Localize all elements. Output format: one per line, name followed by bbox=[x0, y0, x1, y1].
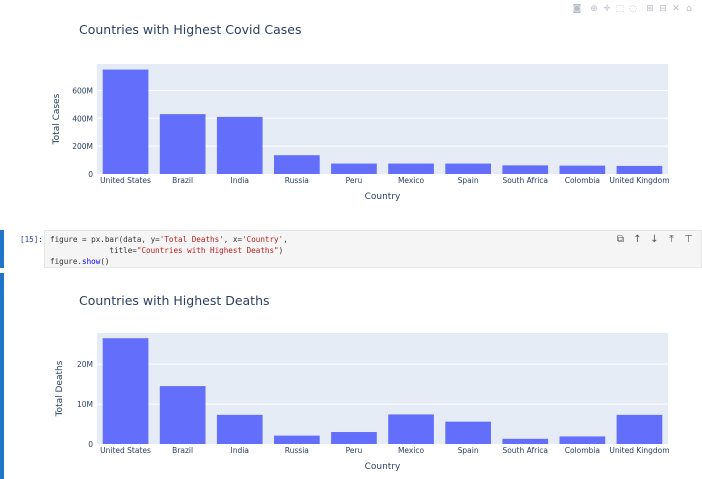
copy-icon[interactable]: ⧉ bbox=[616, 234, 625, 245]
camera-icon[interactable]: ◙ bbox=[572, 4, 582, 14]
zoom-in-icon[interactable]: ⊞ bbox=[646, 4, 654, 14]
x-axis-label: Country bbox=[365, 462, 401, 472]
plot-modebar: ◙ ⊕ ✛ ⬚ ◌ ⊞ ⊟ ✕ ⌂ bbox=[572, 4, 694, 14]
pan-icon[interactable]: ✛ bbox=[603, 4, 611, 14]
x-tick-label: India bbox=[231, 176, 249, 185]
move-down-icon[interactable]: ↓ bbox=[650, 234, 659, 245]
y-axis-label: Total Cases bbox=[52, 93, 62, 145]
x-tick-label: Colombia bbox=[565, 176, 600, 185]
code-string: 'Country' bbox=[242, 235, 284, 244]
code-function: show bbox=[82, 257, 101, 266]
x-tick-label: South Africa bbox=[502, 446, 548, 455]
code-text: title= bbox=[50, 246, 137, 255]
code-text: , x= bbox=[223, 235, 243, 244]
x-tick-label: India bbox=[231, 446, 249, 455]
bar[interactable] bbox=[216, 414, 263, 444]
chart1-svg[interactable]: 0 200M 400M 600M United States Brazil India Rus… bbox=[0, 0, 702, 210]
move-up-icon[interactable]: ↑ bbox=[633, 234, 642, 245]
bar[interactable] bbox=[159, 114, 206, 174]
bar[interactable] bbox=[159, 386, 206, 444]
bar[interactable] bbox=[388, 163, 434, 174]
x-tick-label: Russia bbox=[285, 446, 309, 455]
chart2-title: Countries with Highest Deaths bbox=[79, 293, 270, 308]
bar[interactable] bbox=[559, 436, 606, 444]
x-tick-label: Brazil bbox=[172, 176, 193, 185]
y-tick-label: 10M bbox=[77, 400, 93, 409]
y-tick-label: 0 bbox=[88, 440, 93, 449]
code-string: 'Total Deaths' bbox=[159, 235, 224, 244]
code-text: ) bbox=[278, 246, 284, 255]
x-tick-label: Mexico bbox=[398, 176, 425, 185]
bar[interactable] bbox=[216, 116, 263, 174]
x-tick-label: United Kingdom bbox=[609, 446, 669, 455]
y-tick-label: 200M bbox=[72, 142, 93, 151]
code-line-2: title="Countries with Highest Deaths") bbox=[50, 246, 283, 255]
x-tick-label: Spain bbox=[458, 176, 479, 185]
x-tick-label: Colombia bbox=[565, 446, 600, 455]
bar[interactable] bbox=[331, 163, 377, 174]
bar[interactable] bbox=[388, 414, 434, 444]
y-tick-label: 400M bbox=[72, 114, 93, 123]
bar[interactable] bbox=[445, 163, 491, 174]
code-line-1: figure = px.bar(data, y='Total Deaths', … bbox=[50, 235, 288, 244]
bar[interactable] bbox=[502, 438, 549, 444]
zoom-icon[interactable]: ⊕ bbox=[590, 4, 598, 14]
x-tick-label: Mexico bbox=[398, 446, 425, 455]
x-tick-label: South Africa bbox=[502, 176, 548, 185]
bar[interactable] bbox=[102, 338, 149, 444]
code-text: , bbox=[283, 235, 288, 244]
code-string: "Countries with Highest Deaths" bbox=[136, 246, 279, 255]
autoscale-icon[interactable]: ✕ bbox=[672, 4, 680, 14]
y-axis-label: Total Deaths bbox=[55, 360, 65, 417]
cell-toolbar: ⧉ ↑ ↓ ⤒ ⊤ bbox=[615, 234, 694, 245]
insert-above-icon[interactable]: ⤒ bbox=[669, 234, 674, 245]
code-cell[interactable]: figure = px.bar(data, y='Total Deaths', … bbox=[44, 230, 702, 268]
x-tick-label: Russia bbox=[285, 176, 309, 185]
bar[interactable] bbox=[559, 165, 606, 174]
bar[interactable] bbox=[502, 165, 549, 174]
cell-indicator-bar bbox=[0, 230, 4, 268]
lasso-icon[interactable]: ◌ bbox=[629, 4, 637, 14]
output-indicator-bar bbox=[0, 273, 4, 479]
bar[interactable] bbox=[616, 414, 663, 444]
x-tick-label: United States bbox=[100, 176, 151, 185]
bar[interactable] bbox=[445, 421, 491, 444]
x-axis-label: Country bbox=[365, 192, 401, 202]
cell-prompt: [15]: bbox=[20, 235, 43, 244]
x-tick-label: Peru bbox=[346, 446, 363, 455]
chart2-svg[interactable]: 0 10M 20M United States Brazil India Russia Per… bbox=[0, 270, 702, 479]
zoom-out-icon[interactable]: ⊟ bbox=[659, 4, 667, 14]
x-tick-label: Spain bbox=[458, 446, 479, 455]
code-text: () bbox=[100, 257, 110, 266]
y-tick-label: 0 bbox=[88, 170, 93, 179]
code-line-3: figure.show() bbox=[50, 257, 109, 266]
x-tick-label: Brazil bbox=[172, 446, 193, 455]
code-text: figure. bbox=[50, 257, 83, 266]
home-icon[interactable]: ⌂ bbox=[686, 4, 692, 14]
y-tick-label: 20M bbox=[77, 360, 93, 369]
x-tick-label: Peru bbox=[346, 176, 363, 185]
bar[interactable] bbox=[616, 165, 663, 174]
x-tick-label: United States bbox=[100, 446, 151, 455]
y-tick-label: 600M bbox=[72, 86, 93, 95]
bar[interactable] bbox=[274, 155, 320, 174]
insert-below-icon[interactable]: ⊤ bbox=[684, 234, 693, 245]
chart1-title: Countries with Highest Covid Cases bbox=[79, 22, 302, 37]
box-select-icon[interactable]: ⬚ bbox=[615, 4, 625, 14]
code-text: figure = px.bar(data, y= bbox=[50, 235, 160, 244]
bar[interactable] bbox=[102, 69, 149, 174]
bar[interactable] bbox=[274, 435, 320, 444]
bar[interactable] bbox=[331, 432, 377, 444]
x-tick-label: United Kingdom bbox=[609, 176, 669, 185]
